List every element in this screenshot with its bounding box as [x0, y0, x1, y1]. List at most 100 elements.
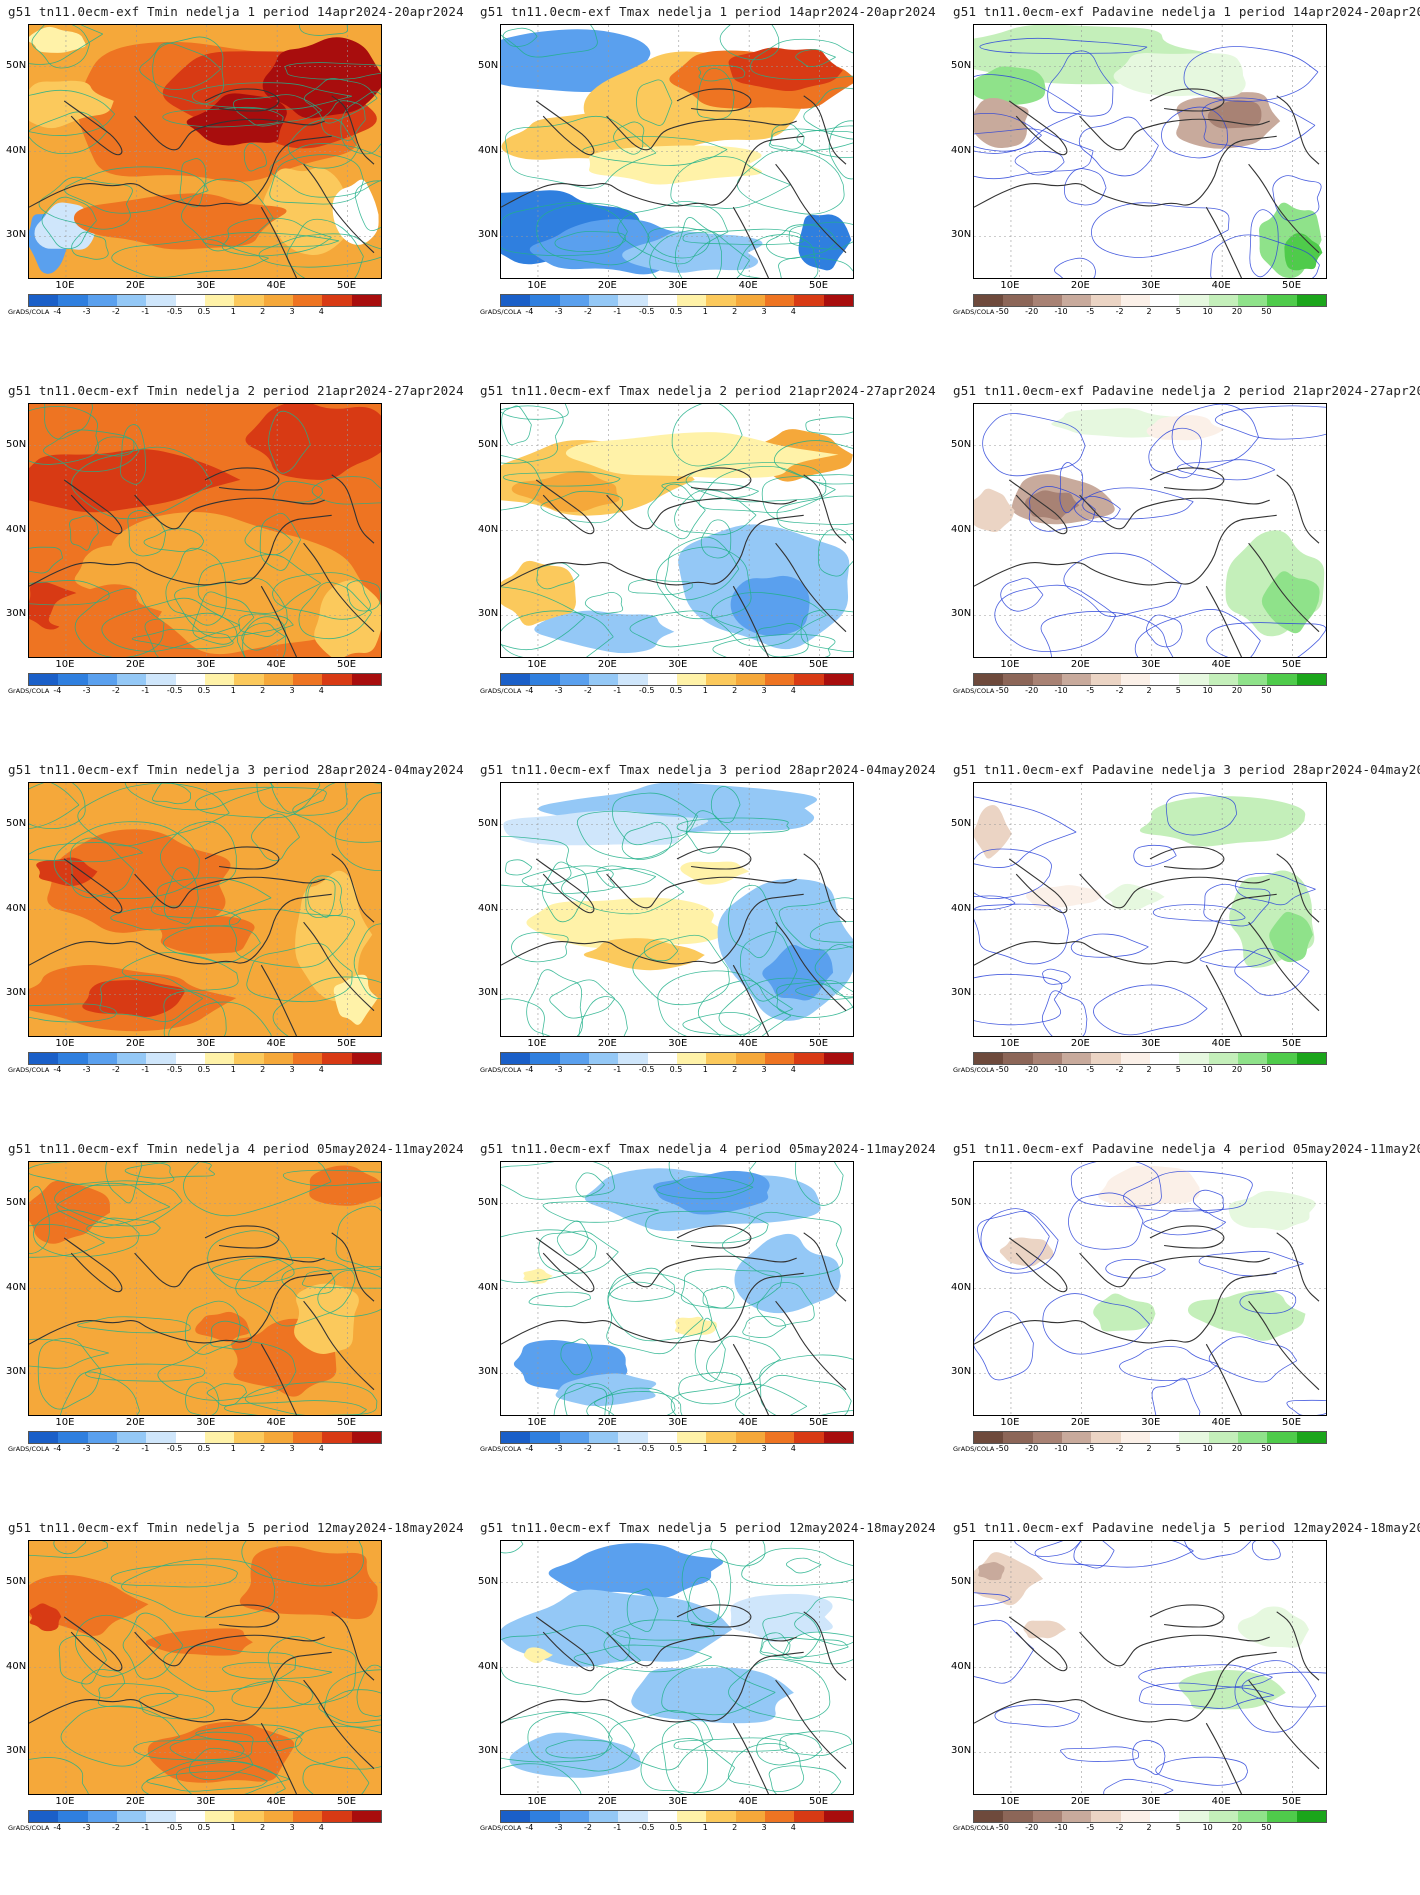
- latitude-label: 40N: [951, 523, 972, 535]
- colorbar-segment: [823, 1432, 853, 1443]
- colorbar-label: -0.5: [638, 1065, 655, 1074]
- contour-line: [674, 217, 722, 278]
- colorbar-label: 1: [230, 686, 236, 695]
- colorbar-label: -2: [112, 1065, 120, 1074]
- colorbar-segment: [292, 1811, 323, 1822]
- colorbar-label: -2: [1115, 307, 1124, 316]
- contour-line: [1028, 486, 1096, 532]
- colorbar-label: 1: [230, 1444, 236, 1453]
- contour-line: [800, 609, 853, 653]
- colorbar-label: -3: [554, 1823, 563, 1832]
- contour-line: [817, 528, 853, 577]
- longitude-label: 30E: [1141, 1038, 1161, 1049]
- contour-line: [53, 1541, 87, 1555]
- colorbar-segment: [146, 1432, 176, 1443]
- colorbar-segment: [322, 674, 352, 685]
- coastline: [1149, 467, 1225, 491]
- colorbar-label: 20: [1231, 1444, 1243, 1453]
- colorbar-label: 4: [790, 1823, 796, 1832]
- map-plot-area: [28, 1540, 382, 1795]
- anomaly-region: [734, 1233, 841, 1314]
- contour-line: [256, 783, 348, 816]
- colorbar-segment: [530, 1432, 560, 1443]
- contour-line: [609, 1267, 676, 1302]
- colorbar-segment: [530, 1811, 560, 1822]
- colorbar-segment: [1149, 1432, 1180, 1443]
- grads-credit: GrADS/COLA: [8, 1066, 50, 1074]
- colorbar-segment: [1149, 1811, 1180, 1822]
- longitude-label: 20E: [1070, 659, 1090, 670]
- map-field-svg: [974, 783, 1326, 1036]
- latitude-label: 40N: [6, 523, 27, 535]
- map-panel-tmax-week-3: g51 tn11.0ecm-exf Tmax nedelja 3 period …: [472, 758, 945, 1137]
- contour-line: [612, 792, 698, 846]
- contour-line: [501, 998, 545, 1036]
- coastline: [303, 921, 375, 1012]
- contour-line: [246, 943, 353, 1003]
- contour-line: [195, 786, 327, 819]
- colorbar-segment: [1237, 1053, 1268, 1064]
- colorbar-label: -50: [995, 1444, 1009, 1453]
- map-field-svg: [501, 783, 853, 1036]
- colorbar-label: 1: [702, 686, 708, 695]
- contour-line: [686, 810, 731, 854]
- map-plot-area: [28, 1161, 382, 1416]
- colorbar-label: -4: [525, 686, 534, 695]
- colorbar-label: -4: [53, 307, 62, 316]
- contour-line: [195, 1724, 305, 1743]
- colorbar-label: -5: [1086, 1444, 1095, 1453]
- contour-line: [1091, 202, 1230, 258]
- colorbar-segment: [263, 295, 293, 306]
- coastline: [501, 1272, 804, 1345]
- contour-line: [86, 1217, 161, 1239]
- coastline: [1149, 88, 1225, 112]
- colorbar-segment: [823, 295, 853, 306]
- colorbar-segment: [974, 1432, 1004, 1443]
- latitude-label: 30N: [951, 1745, 972, 1757]
- contour-line: [728, 884, 779, 959]
- contour-line: [540, 490, 624, 524]
- colorbar-segment: [735, 1432, 765, 1443]
- contour-line: [1103, 1778, 1174, 1794]
- contour-line: [795, 49, 836, 67]
- coastline: [1276, 95, 1320, 165]
- colorbar-segment: [1003, 1432, 1033, 1443]
- latitude-label: 50N: [951, 1196, 972, 1208]
- coastline: [1079, 494, 1270, 530]
- contour-line: [207, 1230, 294, 1290]
- coastline: [803, 1232, 847, 1302]
- map-panel-tmax-week-2: g51 tn11.0ecm-exf Tmax nedelja 2 period …: [472, 379, 945, 758]
- contour-line: [1123, 1170, 1253, 1212]
- longitude-label: 10E: [1000, 1417, 1020, 1428]
- colorbar-segment: [794, 1432, 824, 1443]
- anomaly-region: [195, 1311, 250, 1342]
- contour-line: [527, 1711, 636, 1772]
- colorbar-segment: [29, 674, 59, 685]
- coastline: [331, 1611, 375, 1681]
- map-panel-tmin-week-1: g51 tn11.0ecm-exf Tmin nedelja 1 period …: [0, 0, 473, 379]
- contour-line: [782, 1631, 853, 1665]
- colorbar: [500, 1810, 854, 1823]
- contour-line: [1093, 984, 1208, 1036]
- panel-title: g51 tn11.0ecm-exf Tmax nedelja 2 period …: [480, 383, 936, 398]
- colorbar-label: -1: [613, 686, 622, 695]
- colorbar-label: -2: [584, 1823, 592, 1832]
- coastline: [676, 467, 752, 491]
- latitude-label: 50N: [6, 1196, 27, 1208]
- colorbar-label: 3: [289, 307, 295, 316]
- contour-line: [702, 1286, 735, 1309]
- colorbar-segment: [706, 1432, 736, 1443]
- colorbar-segment: [647, 295, 677, 306]
- contour-line: [38, 176, 133, 230]
- contour-line: [974, 1619, 1035, 1684]
- contour-line: [756, 1282, 815, 1327]
- colorbar-label: -4: [525, 1823, 534, 1832]
- colorbar-segment: [559, 295, 589, 306]
- colorbar-segment: [823, 674, 853, 685]
- colorbar-segment: [1208, 1432, 1238, 1443]
- contour-line: [43, 429, 140, 473]
- contour-line: [1192, 1189, 1224, 1214]
- coastline: [331, 95, 375, 165]
- colorbar-segment: [974, 295, 1004, 306]
- anomaly-region: [186, 93, 287, 146]
